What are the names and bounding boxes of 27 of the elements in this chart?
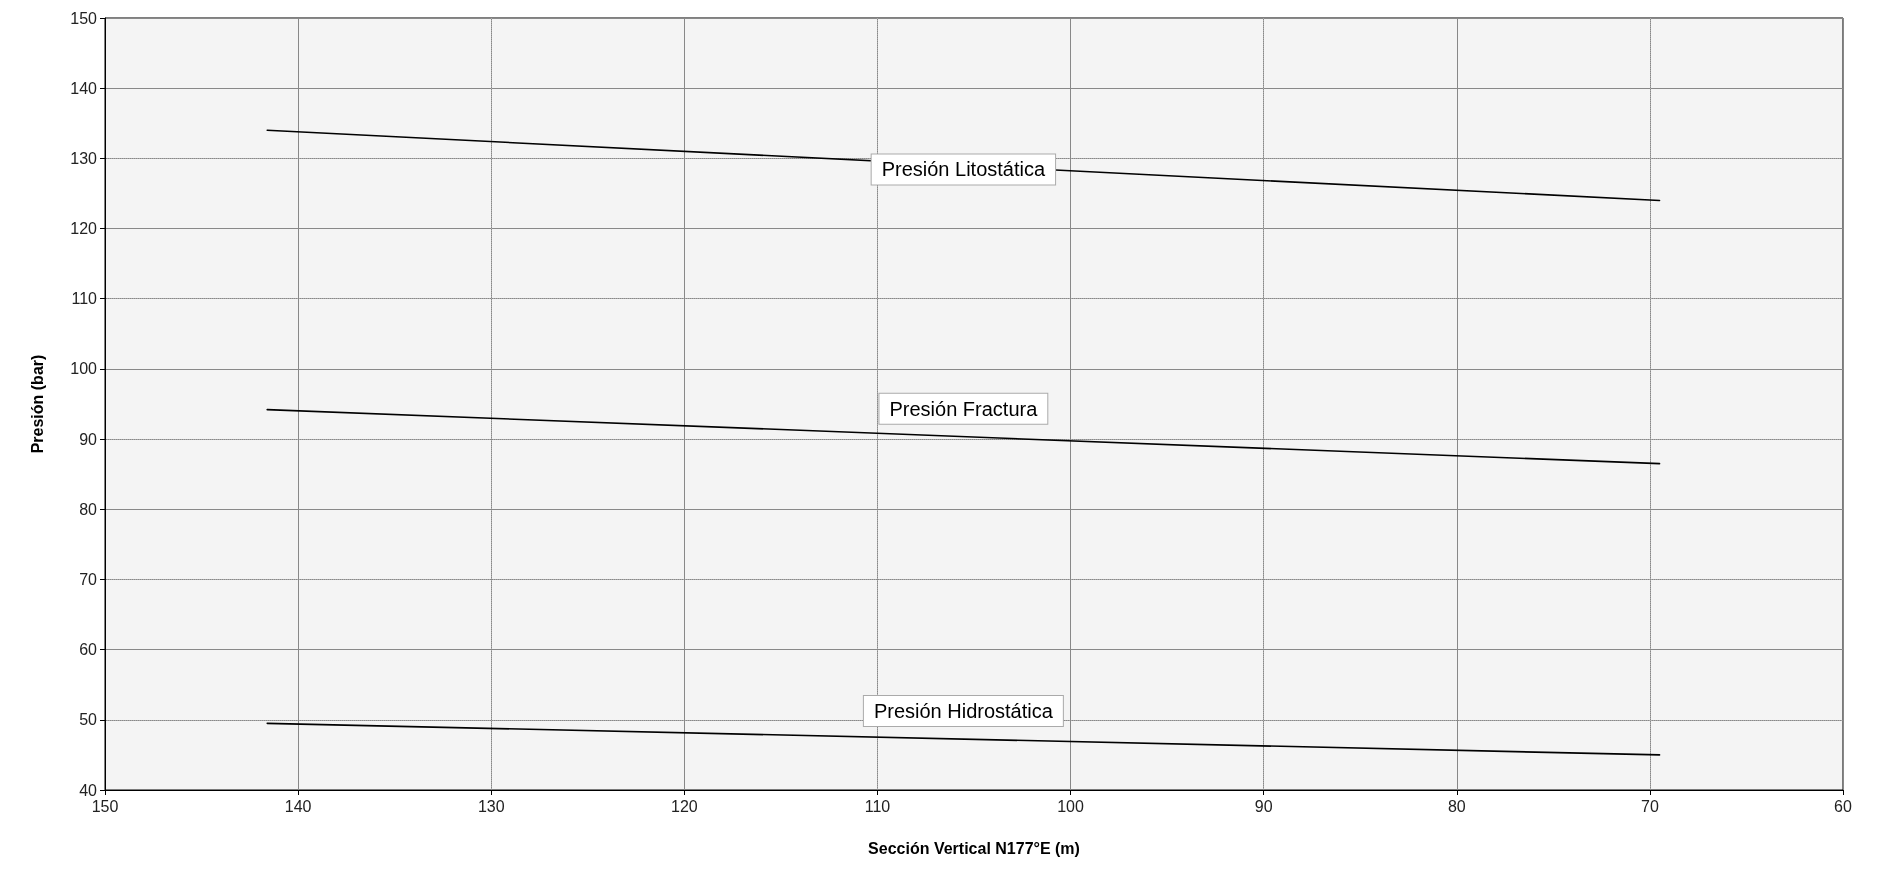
y-tick-label: 100 [70,360,98,378]
x-tick-label: 140 [284,797,312,815]
x-tick-label: 80 [1447,797,1466,815]
y-tick-label: 70 [79,570,98,588]
x-tick-label: 150 [91,797,119,815]
series-label: Presión Hidrostática [873,700,1054,723]
series-label: Presión Fractura [889,397,1039,420]
x-tick-label: 60 [1834,797,1852,815]
x-axis-title: Sección Vertical N177°E (m) [868,839,1080,857]
y-tick-label: 150 [70,9,98,27]
y-tick-label: 50 [79,711,98,729]
y-tick-label: 60 [79,641,98,659]
x-tick-label: 130 [477,797,505,815]
y-axis-title: Presión (bar) [28,354,46,454]
x-tick-label: 70 [1640,797,1659,815]
x-tick-label: 120 [670,797,698,815]
series-label: Presión Litostática [881,158,1046,181]
y-tick-label: 110 [71,290,98,308]
x-tick-label: 90 [1254,797,1273,815]
y-tick-label: 90 [79,430,98,448]
y-tick-label: 120 [70,220,98,238]
x-tick-label: 100 [1057,797,1084,815]
y-tick-label: 40 [79,781,98,799]
y-tick-label: 80 [79,500,98,518]
y-tick-label: 140 [70,79,98,97]
y-tick-label: 130 [70,149,98,167]
x-tick-label: 110 [864,797,891,815]
